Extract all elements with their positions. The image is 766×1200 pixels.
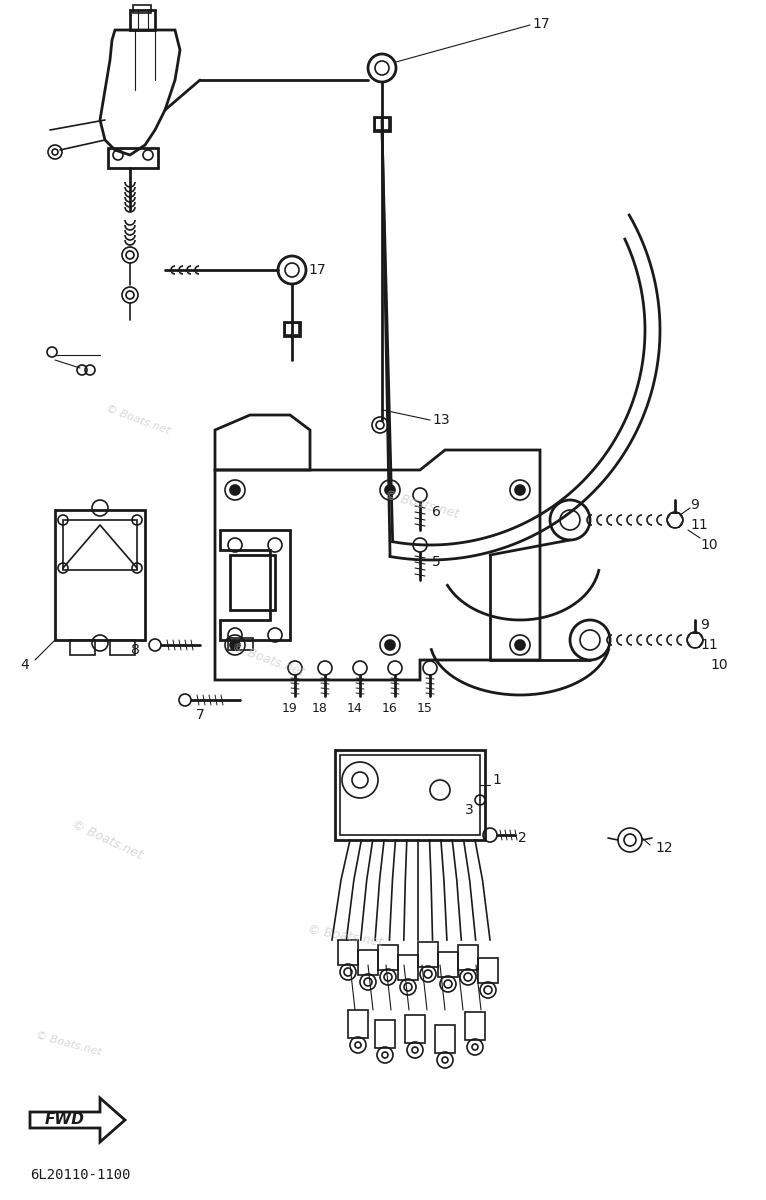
Bar (228, 638, 253, 650)
Text: © Boats.net: © Boats.net (383, 488, 460, 520)
Bar (110, 640, 135, 655)
Text: 10: 10 (700, 538, 718, 552)
Text: 5: 5 (432, 554, 440, 569)
Bar (374, 116, 390, 131)
Bar (375, 1020, 395, 1048)
Text: 9: 9 (700, 618, 709, 632)
Bar (438, 952, 458, 977)
Text: 17: 17 (308, 263, 326, 277)
Bar (405, 1015, 425, 1043)
Circle shape (515, 640, 525, 650)
Text: 6: 6 (432, 505, 441, 518)
Text: © Boats.net: © Boats.net (306, 923, 383, 949)
Text: 18: 18 (312, 702, 328, 714)
Text: 3: 3 (465, 803, 473, 817)
Text: 11: 11 (700, 638, 718, 652)
Text: 2: 2 (518, 830, 527, 845)
Text: 15: 15 (417, 702, 433, 714)
Bar (458, 946, 478, 970)
Circle shape (385, 485, 395, 494)
Bar (435, 1025, 455, 1054)
Text: 13: 13 (432, 413, 450, 427)
Bar (340, 755, 480, 835)
Circle shape (385, 640, 395, 650)
Text: 4: 4 (20, 658, 29, 672)
Bar (285, 323, 299, 335)
Circle shape (230, 485, 240, 494)
Text: © Boats.net: © Boats.net (70, 818, 145, 862)
Bar (338, 940, 358, 965)
Bar (418, 942, 438, 967)
Bar (465, 1012, 485, 1040)
Text: 16: 16 (382, 702, 398, 714)
Bar (478, 958, 498, 983)
Text: 12: 12 (655, 841, 673, 854)
Bar (284, 322, 300, 336)
Bar (335, 750, 485, 840)
Text: FWD: FWD (45, 1112, 85, 1128)
Text: 7: 7 (195, 708, 205, 722)
Circle shape (230, 640, 240, 650)
Text: 14: 14 (347, 702, 363, 714)
Text: © Boats.net: © Boats.net (35, 1031, 103, 1057)
Bar (63, 520, 137, 570)
Bar (348, 1010, 368, 1038)
Text: 17: 17 (532, 17, 550, 31)
Bar (375, 118, 389, 130)
Text: 9: 9 (690, 498, 699, 512)
Text: 8: 8 (131, 643, 140, 658)
Bar (108, 148, 158, 168)
Text: 6L20110-1100: 6L20110-1100 (30, 1168, 130, 1182)
Text: 19: 19 (282, 702, 298, 714)
Bar (130, 10, 155, 30)
Bar (133, 5, 151, 13)
Text: 1: 1 (492, 773, 501, 787)
Bar (398, 955, 418, 980)
Bar (55, 510, 145, 640)
Bar (70, 640, 95, 655)
Text: © Boats.net: © Boats.net (104, 403, 172, 437)
Bar (378, 946, 398, 970)
Bar (230, 554, 275, 610)
Text: © Boats.net: © Boats.net (230, 641, 306, 679)
Circle shape (515, 485, 525, 494)
Text: 10: 10 (710, 658, 728, 672)
Bar (358, 950, 378, 974)
Text: 11: 11 (690, 518, 708, 532)
